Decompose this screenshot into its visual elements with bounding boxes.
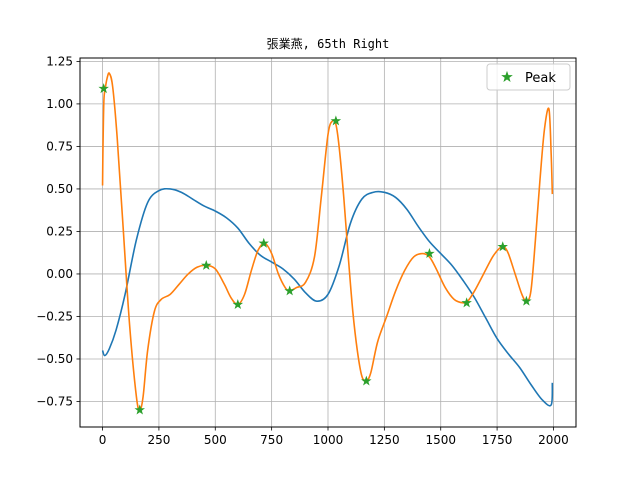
peak-marker <box>134 404 145 415</box>
x-tick-label: 0 <box>99 433 107 447</box>
peak-marker <box>284 285 295 296</box>
x-tick-label: 1750 <box>482 433 513 447</box>
series-line-1 <box>101 72 554 411</box>
y-tick-label: 1.00 <box>46 97 73 111</box>
y-tick-label: 0.50 <box>46 182 73 196</box>
peak-marker <box>232 299 244 310</box>
y-tick-label: 0.75 <box>46 139 73 153</box>
peak-marker <box>330 115 342 126</box>
peak-marker <box>424 248 435 259</box>
y-tick-label: 0.25 <box>46 224 73 238</box>
peak-marker <box>361 375 372 386</box>
legend-marker-peak <box>501 70 513 82</box>
x-tick-label: 250 <box>147 433 170 447</box>
grid <box>80 58 576 427</box>
peak-marker <box>521 295 532 306</box>
y-tick-label: −0.25 <box>36 309 73 323</box>
peak-marker <box>497 241 508 252</box>
peak-marker <box>461 297 472 308</box>
peak-marker <box>201 259 212 270</box>
x-tick-label: 1250 <box>369 433 400 447</box>
x-tick-label: 750 <box>260 433 283 447</box>
legend: Peak <box>486 63 571 91</box>
y-tick-label: 0.00 <box>46 267 73 281</box>
series-layer <box>98 72 554 415</box>
peak-marker <box>258 237 269 248</box>
x-tick-label: 1500 <box>425 433 456 447</box>
y-tick-label: 1.25 <box>46 54 73 68</box>
legend-label-peak: Peak <box>525 71 556 86</box>
y-tick-label: −0.75 <box>36 394 73 408</box>
y-tick-label: −0.50 <box>36 352 73 366</box>
x-tick-label: 1000 <box>313 433 344 447</box>
peak-marker <box>98 83 109 94</box>
legend-box <box>486 63 571 91</box>
x-tick-label: 500 <box>204 433 227 447</box>
ticks: 0 250 500 750 1000 1250 1500 1750 2000 −0.75 −0.50… <box>36 54 569 447</box>
chart-title: 張業燕, 65th Right <box>267 37 390 51</box>
x-tick-label: 2000 <box>538 433 569 447</box>
series-line-0 <box>101 187 554 407</box>
